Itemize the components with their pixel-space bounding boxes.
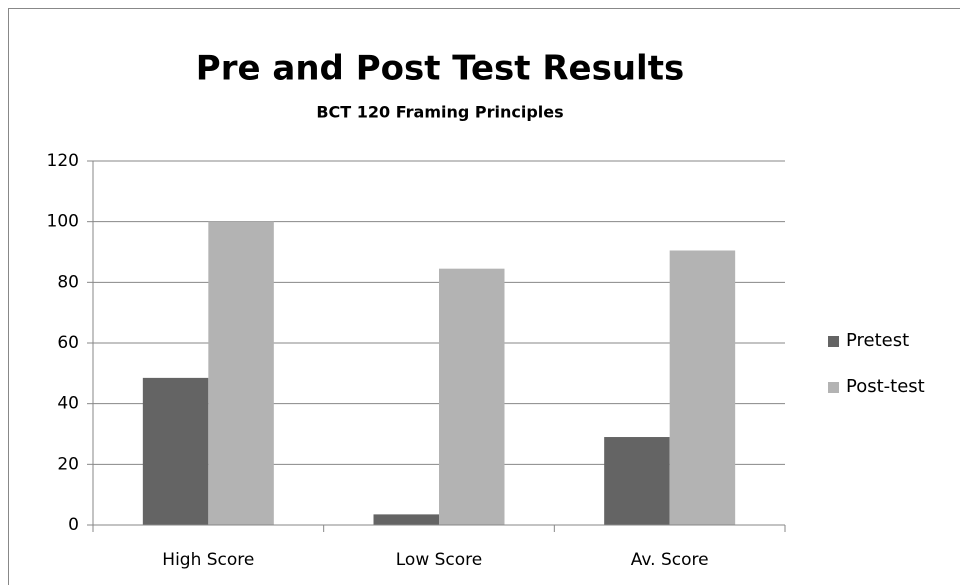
y-tick-label: 40 bbox=[57, 394, 79, 414]
y-tick-label: 120 bbox=[47, 151, 79, 171]
y-tick-label: 20 bbox=[57, 454, 79, 474]
legend-label: Post-test bbox=[846, 376, 925, 397]
legend-swatch bbox=[828, 336, 839, 347]
bar bbox=[373, 514, 439, 525]
bar bbox=[142, 377, 209, 525]
legend-swatch bbox=[828, 382, 839, 393]
bar bbox=[208, 221, 274, 525]
y-tick-label: 60 bbox=[57, 333, 79, 353]
y-tick-label: 100 bbox=[47, 212, 79, 232]
bar bbox=[604, 437, 670, 525]
bar bbox=[439, 268, 505, 525]
y-tick-label: 80 bbox=[57, 272, 79, 292]
x-tick-label: Av. Score bbox=[631, 550, 709, 570]
chart-title: Pre and Post Test Results bbox=[196, 49, 684, 89]
x-tick-label: Low Score bbox=[396, 550, 483, 570]
chart-subtitle: BCT 120 Framing Principles bbox=[316, 103, 563, 122]
y-tick-label: 0 bbox=[68, 515, 79, 535]
legend-label: Pretest bbox=[846, 330, 909, 351]
x-tick-label: High Score bbox=[162, 550, 254, 570]
bar bbox=[669, 250, 736, 525]
